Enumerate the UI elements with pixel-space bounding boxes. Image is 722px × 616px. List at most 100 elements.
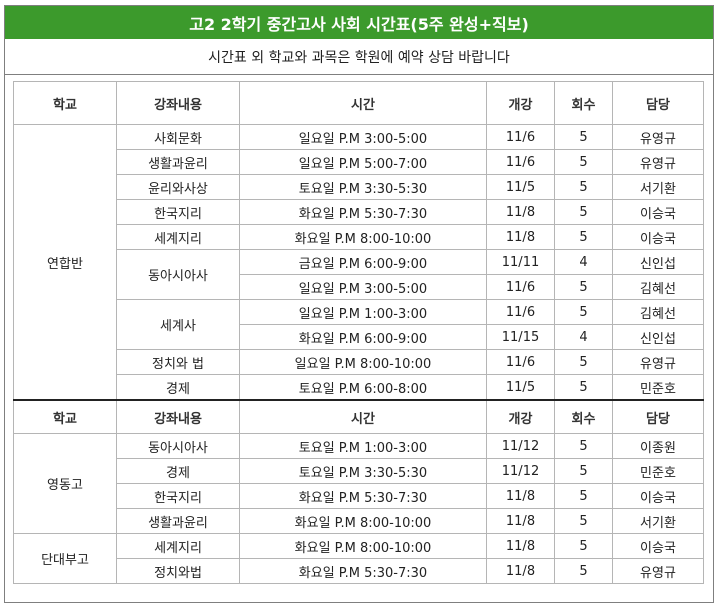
start-cell: 11/8 [486, 508, 555, 534]
header-time: 시간 [239, 399, 487, 434]
time-cell: 금요일 P.M 6:00-9:00 [239, 249, 487, 275]
count-cell: 5 [554, 124, 613, 150]
table-row: 화요일 P.M 6:00-9:00 11/15 4 신인섭 [14, 324, 704, 350]
time-cell: 토요일 P.M 3:30-5:30 [239, 458, 487, 484]
table-row: 연합반 사회문화 일요일 P.M 3:00-5:00 11/6 5 유영규 [13, 124, 704, 401]
start-cell: 11/8 [486, 224, 555, 250]
table-row: 경제 토요일 P.M 6:00-8:00 11/5 5 민준호 [14, 374, 704, 401]
table-row: 동아시아사 금요일 P.M 6:00-9:00 11/11 4 신인섭 [14, 249, 704, 300]
course-cell: 정치와 법 [116, 349, 240, 375]
teacher-cell: 이승국 [612, 533, 704, 559]
time-cell: 화요일 P.M 5:30-7:30 [239, 558, 487, 584]
start-cell: 11/6 [486, 124, 555, 150]
time-cell: 토요일 P.M 6:00-8:00 [239, 374, 487, 401]
table-row: 세계사 일요일 P.M 1:00-3:00 11/6 5 김혜선 [14, 299, 704, 350]
teacher-cell: 이승국 [612, 483, 704, 509]
teacher-cell: 신인섭 [612, 249, 704, 275]
table-row: 경제 토요일 P.M 3:30-5:30 11/12 5 민준호 [14, 458, 704, 484]
course-cell: 생활과윤리 [116, 508, 240, 534]
time-cell: 화요일 P.M 8:00-10:00 [239, 508, 487, 534]
table-row: 단대부고 세계지리 화요일 P.M 8:00-10:00 11/8 5 이승국 [13, 533, 704, 584]
time-cell: 일요일 P.M 1:00-3:00 [239, 299, 487, 325]
count-cell: 5 [554, 199, 613, 225]
course-cell: 생활과윤리 [116, 149, 240, 175]
teacher-cell: 이승국 [612, 199, 704, 225]
count-cell: 5 [554, 349, 613, 375]
time-cell: 화요일 P.M 8:00-10:00 [239, 224, 487, 250]
course-cell: 한국지리 [116, 199, 240, 225]
start-cell: 11/12 [486, 433, 555, 459]
start-cell: 11/6 [486, 149, 555, 175]
time-cell: 화요일 P.M 8:00-10:00 [239, 533, 487, 559]
time-cell: 토요일 P.M 1:00-3:00 [239, 433, 487, 459]
table-row: 세계지리 화요일 P.M 8:00-10:00 11/8 5 이승국 [14, 224, 704, 250]
time-cell: 화요일 P.M 5:30-7:30 [239, 483, 487, 509]
count-cell: 5 [554, 274, 613, 300]
start-cell: 11/6 [486, 299, 555, 325]
course-cell: 세계지리 [116, 533, 240, 559]
time-cell: 토요일 P.M 3:30-5:30 [239, 174, 487, 200]
course-cell: 사회문화 [116, 124, 240, 150]
course-cell: 세계사 [116, 299, 240, 350]
count-cell: 4 [554, 324, 613, 350]
start-cell: 11/15 [486, 324, 555, 350]
schedule-table: 학교 강좌내용 시간 개강 회수 담당 연합반 사회문화 일요일 P.M 3:0… [13, 81, 704, 584]
table-row: 정치와 법 일요일 P.M 8:00-10:00 11/6 5 유영규 [14, 349, 704, 375]
table-row: 한국지리 화요일 P.M 5:30-7:30 11/8 5 이승국 [14, 199, 704, 225]
count-cell: 5 [554, 299, 613, 325]
count-cell: 5 [554, 508, 613, 534]
teacher-cell: 유영규 [612, 149, 704, 175]
table-row: 생활과윤리 화요일 P.M 8:00-10:00 11/8 5 서기환 [14, 508, 704, 534]
page-subtitle: 시간표 외 학교와 과목은 학원에 예약 상담 바랍니다 [5, 39, 713, 75]
schedule-frame: 고2 2학기 중간고사 사회 시간표(5주 완성+직보) 시간표 외 학교와 과… [4, 5, 714, 603]
teacher-cell: 유영규 [612, 124, 704, 150]
table-header-row: 학교 강좌내용 시간 개강 회수 담당 [13, 399, 704, 434]
header-start: 개강 [486, 399, 555, 434]
time-cell: 일요일 P.M 8:00-10:00 [239, 349, 487, 375]
table-row: 생활과윤리 일요일 P.M 5:00-7:00 11/6 5 유영규 [14, 149, 704, 175]
start-cell: 11/5 [486, 174, 555, 200]
teacher-cell: 유영규 [612, 349, 704, 375]
teacher-cell: 김혜선 [612, 299, 704, 325]
start-cell: 11/8 [486, 558, 555, 584]
header-course: 강좌내용 [116, 81, 240, 125]
start-cell: 11/6 [486, 274, 555, 300]
school-cell: 연합반 [13, 124, 117, 401]
count-cell: 5 [554, 533, 613, 559]
time-cell: 일요일 P.M 3:00-5:00 [239, 274, 487, 300]
course-cell: 윤리와사상 [116, 174, 240, 200]
table-row: 정치와법 화요일 P.M 5:30-7:30 11/8 5 유영규 [14, 558, 704, 584]
time-cell: 일요일 P.M 3:00-5:00 [239, 124, 487, 150]
time-cell: 화요일 P.M 5:30-7:30 [239, 199, 487, 225]
header-course: 강좌내용 [116, 399, 240, 434]
header-teacher: 담당 [612, 81, 704, 125]
header-time: 시간 [239, 81, 487, 125]
time-cell: 일요일 P.M 5:00-7:00 [239, 149, 487, 175]
count-cell: 5 [554, 374, 613, 401]
header-school: 학교 [13, 399, 117, 434]
course-cell: 동아시아사 [116, 249, 240, 300]
teacher-cell: 민준호 [612, 374, 704, 401]
start-cell: 11/11 [486, 249, 555, 275]
course-cell: 한국지리 [116, 483, 240, 509]
table-row: 윤리와사상 토요일 P.M 3:30-5:30 11/5 5 서기환 [14, 174, 704, 200]
table-row: 한국지리 화요일 P.M 5:30-7:30 11/8 5 이승국 [14, 483, 704, 509]
teacher-cell: 서기환 [612, 508, 704, 534]
count-cell: 5 [554, 433, 613, 459]
table-header-row: 학교 강좌내용 시간 개강 회수 담당 [13, 81, 704, 125]
table-row: 일요일 P.M 3:00-5:00 11/6 5 김혜선 [14, 274, 704, 300]
teacher-cell: 서기환 [612, 174, 704, 200]
header-count: 회수 [554, 399, 613, 434]
teacher-cell: 신인섭 [612, 324, 704, 350]
header-start: 개강 [486, 81, 555, 125]
course-cell: 정치와법 [116, 558, 240, 584]
count-cell: 5 [554, 458, 613, 484]
start-cell: 11/5 [486, 374, 555, 401]
page-title: 고2 2학기 중간고사 사회 시간표(5주 완성+직보) [5, 6, 713, 39]
teacher-cell: 민준호 [612, 458, 704, 484]
count-cell: 5 [554, 483, 613, 509]
table-row: 영동고 동아시아사 토요일 P.M 1:00-3:00 11/12 5 이종원 [13, 433, 704, 534]
count-cell: 5 [554, 174, 613, 200]
course-cell: 동아시아사 [116, 433, 240, 459]
teacher-cell: 이승국 [612, 224, 704, 250]
